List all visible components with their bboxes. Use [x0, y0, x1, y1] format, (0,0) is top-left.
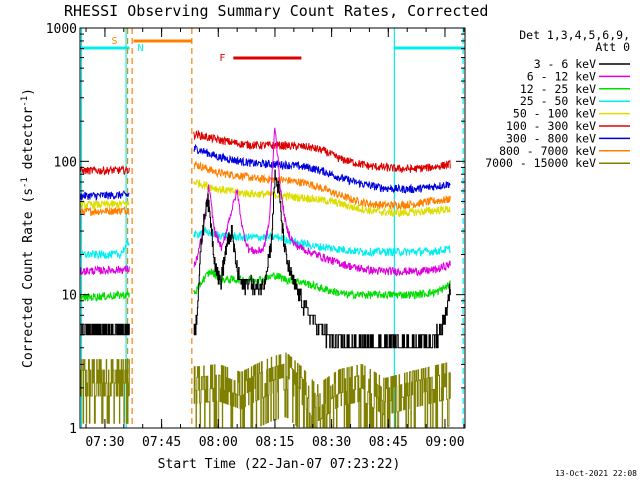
- legend-entry: 12 - 25 keV: [520, 82, 630, 96]
- night-label: N: [137, 43, 143, 54]
- x-axis-label: Start Time (22-Jan-07 07:23:22): [158, 457, 401, 472]
- series-100-300keV: [79, 129, 451, 176]
- y-tick-label: 100: [54, 155, 77, 170]
- x-tick-label: 08:15: [255, 435, 294, 450]
- y-tick-label: 1000: [46, 22, 77, 37]
- series-6-12keV: [79, 127, 451, 277]
- x-tick-label: 07:30: [85, 435, 124, 450]
- series-line-1: [193, 160, 451, 211]
- series-line-0: [80, 323, 130, 336]
- y-axis-label: Corrected Count Rate (s-1 detector-1): [20, 88, 36, 368]
- legend-label: 100 - 300 keV: [506, 119, 596, 133]
- legend-label: 7000 - 15000 keV: [485, 156, 596, 170]
- x-tick-label: 08:00: [199, 435, 238, 450]
- legend-entry: 6 - 12 keV: [527, 69, 630, 83]
- legend-entry: 100 - 300 keV: [506, 119, 630, 133]
- series-line-0: [79, 263, 130, 276]
- y-tick-label: 1: [69, 422, 77, 437]
- series-line-0: [79, 290, 130, 303]
- series-line-1: [193, 129, 451, 174]
- legend-label: 3 - 6 keV: [534, 57, 596, 71]
- observing-status-bars: S N F: [80, 36, 465, 64]
- series-25-50keV: [79, 226, 451, 261]
- legend-header: Det 1,3,4,5,6,9,: [519, 28, 630, 42]
- legend-label: 12 - 25 keV: [520, 82, 596, 96]
- flare-label: F: [219, 53, 225, 64]
- series-3-6keV: [80, 169, 451, 349]
- x-axis: 07:30 07:45 08:00 08:15 08:30 08:45 09:00: [85, 28, 465, 450]
- series-line-1: [193, 143, 451, 195]
- legend-entry: 3 - 6 keV: [534, 57, 630, 71]
- series-line-0: [79, 205, 130, 217]
- legend-label: 300 - 800 keV: [506, 131, 596, 145]
- series-800-7000keV: [79, 160, 451, 217]
- legend-label: 50 - 100 keV: [513, 107, 596, 121]
- series-line-0: [79, 190, 130, 202]
- x-tick-label: 09:00: [425, 435, 464, 450]
- y-tick-label: 10: [61, 289, 77, 304]
- series-line-0: [79, 164, 130, 176]
- series-line-1: [193, 226, 451, 258]
- legend-label: 6 - 12 keV: [527, 69, 596, 83]
- series-7000-15000keV: [80, 352, 451, 428]
- series-12-25keV: [79, 268, 451, 303]
- x-tick-label: 08:45: [369, 435, 408, 450]
- series-300-800keV: [79, 143, 451, 202]
- series-line-1: [193, 352, 451, 428]
- legend-entry: 800 - 7000 keV: [499, 144, 630, 158]
- chart-title: RHESSI Observing Summary Count Rates, Co…: [64, 2, 488, 20]
- legend-label: 800 - 7000 keV: [499, 144, 596, 158]
- series-line-0: [80, 359, 130, 424]
- legend-attenuator: Att 0: [595, 40, 630, 54]
- series-line-1: [193, 127, 451, 277]
- series-layer: [79, 127, 451, 428]
- footer-timestamp: 13-Oct-2021 22:08: [555, 469, 637, 478]
- series-line-0: [79, 199, 130, 211]
- legend-entry: 25 - 50 keV: [520, 94, 630, 108]
- series-line-1: [193, 169, 451, 349]
- x-tick-label: 07:45: [142, 435, 181, 450]
- series-line-1: [193, 268, 451, 301]
- legend-entry: 7000 - 15000 keV: [485, 156, 630, 170]
- legend-entry: 300 - 800 keV: [506, 131, 630, 145]
- x-tick-label: 08:30: [312, 435, 351, 450]
- saa-label: S: [111, 36, 117, 47]
- legend-label: 25 - 50 keV: [520, 94, 596, 108]
- series-line-0: [79, 239, 130, 261]
- legend-entry: 50 - 100 keV: [513, 107, 630, 121]
